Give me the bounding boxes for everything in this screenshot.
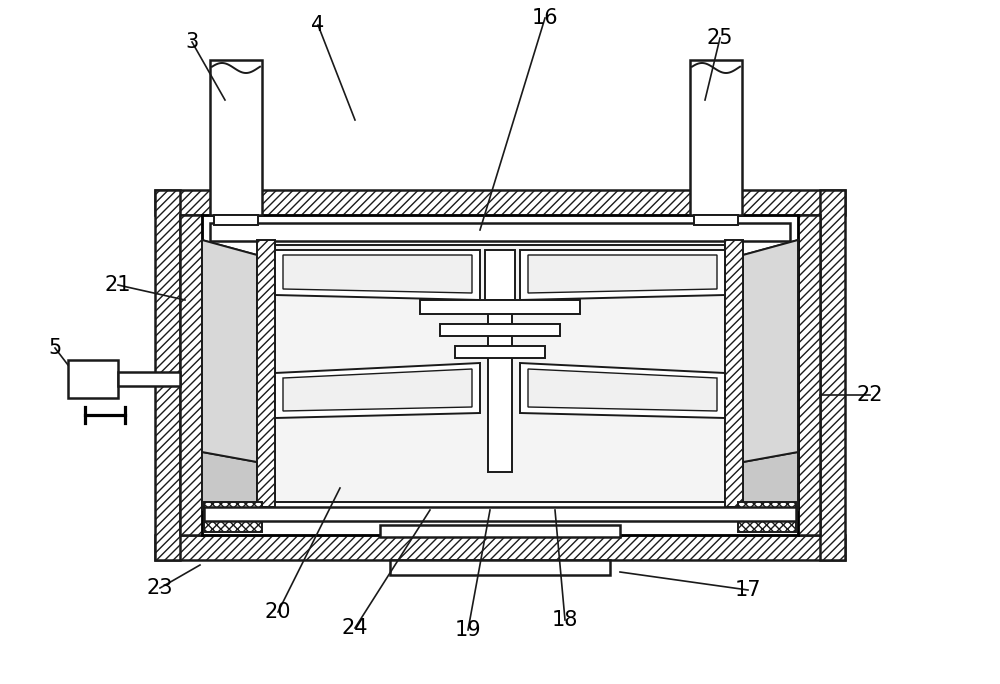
Bar xyxy=(455,346,545,358)
Bar xyxy=(390,560,610,575)
Bar xyxy=(798,215,820,535)
Bar xyxy=(694,215,738,225)
Text: 17: 17 xyxy=(735,580,761,600)
Polygon shape xyxy=(202,452,257,507)
Bar xyxy=(180,215,820,535)
Bar xyxy=(210,223,790,241)
Bar xyxy=(202,215,798,535)
Polygon shape xyxy=(528,255,717,293)
Polygon shape xyxy=(743,240,798,510)
Text: 5: 5 xyxy=(48,338,62,358)
Polygon shape xyxy=(275,250,480,300)
Polygon shape xyxy=(520,363,725,418)
Text: 23: 23 xyxy=(147,578,173,598)
Text: 20: 20 xyxy=(265,602,291,622)
Bar xyxy=(118,372,180,386)
Text: 22: 22 xyxy=(857,385,883,405)
Polygon shape xyxy=(283,255,472,293)
Bar xyxy=(204,502,262,532)
Bar xyxy=(155,535,845,560)
Bar xyxy=(210,60,262,215)
Text: 24: 24 xyxy=(342,618,368,638)
Bar xyxy=(380,525,620,537)
Bar xyxy=(180,215,202,535)
Bar xyxy=(275,245,725,502)
Polygon shape xyxy=(743,240,798,462)
Bar xyxy=(204,507,796,521)
Text: 19: 19 xyxy=(455,620,481,640)
Bar xyxy=(214,215,258,225)
Text: 25: 25 xyxy=(707,28,733,48)
Polygon shape xyxy=(202,240,257,510)
Bar xyxy=(155,190,180,560)
Bar xyxy=(820,190,845,560)
Polygon shape xyxy=(202,240,257,462)
Bar xyxy=(68,360,118,398)
Polygon shape xyxy=(528,369,717,411)
Text: 16: 16 xyxy=(532,8,558,28)
Bar xyxy=(690,60,742,215)
Text: 18: 18 xyxy=(552,610,578,630)
Bar xyxy=(485,250,515,300)
Polygon shape xyxy=(520,250,725,300)
Text: 3: 3 xyxy=(185,32,199,52)
Bar xyxy=(725,240,743,507)
Polygon shape xyxy=(743,452,798,507)
Bar xyxy=(420,300,580,314)
Bar xyxy=(155,190,845,215)
Polygon shape xyxy=(283,369,472,411)
Bar xyxy=(488,300,512,472)
Text: 21: 21 xyxy=(105,275,131,295)
Text: 4: 4 xyxy=(311,15,325,35)
Polygon shape xyxy=(275,363,480,418)
Bar xyxy=(257,240,275,507)
Bar xyxy=(738,502,796,532)
Bar xyxy=(440,324,560,336)
